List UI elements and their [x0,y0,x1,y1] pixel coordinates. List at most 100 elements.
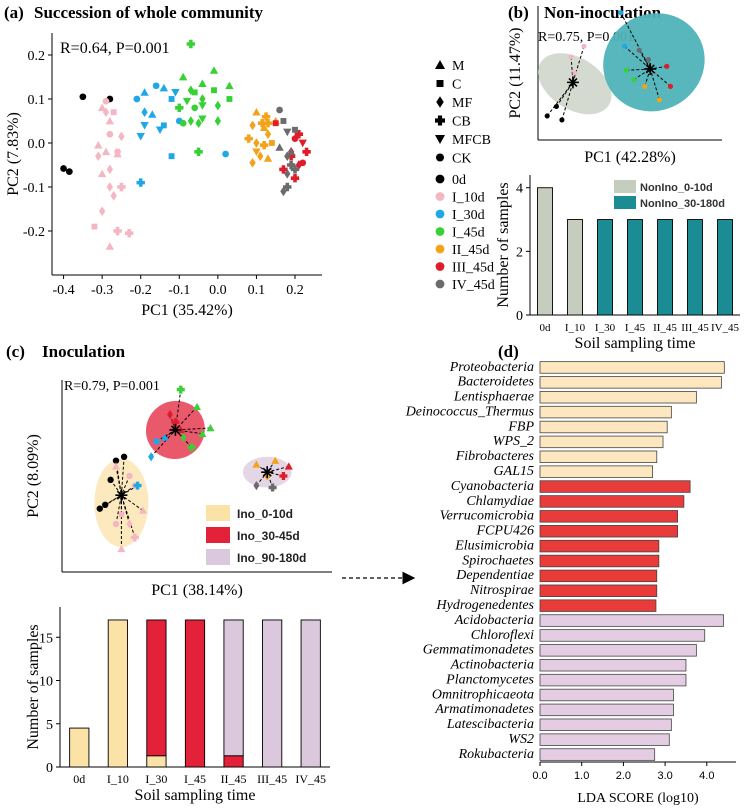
panel-c-point [198,429,207,437]
panel-c-point [130,533,139,542]
panel-d-bar [539,659,687,672]
panel-b-point [645,57,651,63]
panel-a-point [179,119,187,127]
panel-b-bar-y-tick-label: 0 [516,309,523,324]
panel-c-bar-bar [300,619,321,768]
panel-d-taxon-label: Nitrospirae [469,583,534,598]
panel-a-point [95,151,102,162]
panel-a-point [110,109,117,116]
color-legend-marker [435,262,445,271]
panel-c-point [120,453,128,460]
panel-d-taxon-label: Deinococcus_Thermus [405,404,535,419]
panel-a-x-tick-label: 0.1 [248,283,266,298]
panel-c-x-label: PC1 (38.14%) [151,582,243,599]
panel-a-point [168,153,175,160]
panel-a-point [105,116,115,125]
panel-d-bar [539,539,660,553]
panel-c-point [187,443,196,452]
panel-a-x-tick-label: -0.4 [52,283,74,298]
panel-a-point [286,147,296,156]
panel-a-point [140,122,149,130]
panel-b-point [656,97,662,103]
panel-a-point [290,165,300,174]
panel-d-bar [539,420,668,434]
panel-d-taxon-label: Acidobacteria [454,613,534,628]
panel-b-bar-bar [717,219,733,316]
panel-a-point [261,112,271,121]
panel-b-legend-label: NonIno_0-10d [640,182,713,194]
panel-a-legend: MCMFCBMFCBCK0dI_10dI_30dI_45dII_45dIII_4… [435,59,495,293]
panel-a-point [226,96,233,102]
panel-d-x-tick-label: 1.0 [574,770,589,782]
panel-d-bar [539,614,724,627]
panel-b-legend-label: NonIno_30-180d [640,198,725,210]
panel-d-taxon-label: Armatimonadetes [434,702,534,717]
panel-a-point [284,151,291,162]
panel-b-point [667,83,674,89]
panel-b-spoke [649,68,660,100]
panel-a-point [195,118,202,129]
panel-c-bar-x-label: Soil sampling time [135,787,256,804]
panel-d-taxon-label: Omnitrophicaeota [432,687,534,702]
panel-d-bar [539,569,658,583]
panel-b-spoke [561,82,574,121]
panel-a-point [60,165,67,172]
panel-b-point [581,43,587,49]
panel-d-x-label: LDA SCORE (log10) [577,791,699,806]
panel-c-point [284,462,293,470]
panel-b-bar-chart: 0 2 4 0d I_10 I_30 I_45 II_45 III_45 IV_45 Soil sa… [495,175,740,352]
panel-a-point [209,66,219,74]
panel-c-point [139,506,147,514]
shape-legend-label: CK [452,152,471,167]
shape-legend-marker [436,153,444,162]
panel-b-spoke [626,68,651,71]
panel-d-x-tick-label: 3.0 [657,770,672,782]
panel-a-axes: -0.4 -0.3 -0.2 -0.1 0.0 0.1 0.2 -0.2 -0.1 0.0 0.1 0… [5,33,322,319]
panel-a-point [299,159,307,167]
panel-c-point [253,481,260,491]
panel-b-bar-x-tick-label: II_45 [653,322,677,334]
shape-legend-label: M [452,59,465,74]
color-legend-marker [435,244,445,254]
panel-a-y-tick-label: 0.2 [28,49,46,64]
panel-c-spoke [99,494,122,510]
panel-c-point [279,472,288,480]
color-legend-marker [435,279,445,289]
panel-d-bar [539,391,697,404]
panel-c-bar-chart: 0 5 10 15 0d I_10 I_30 I_45 II_45 III_45 IV_45 Soil… [25,607,330,804]
panel-a-point [286,160,296,170]
panel-b-group-ellipse [603,13,705,112]
panel-d-taxon-label: Cyanobacteria [451,479,534,494]
panel-c-bar-y-tick-label: 15 [39,631,53,646]
panel-c-legend-label: Ino_0-10d [237,507,293,521]
panel-d-taxon-label: Bacteroidetes [458,375,535,390]
panel-d-bar [539,748,656,761]
color-legend-label: IV_45d [452,278,495,293]
panel-c-scatter: PC1 (38.14%) PC2 (8.09%) Ino_0-10d Ino_30-4… [25,380,332,599]
panel-d-bar [539,465,653,478]
panel-a-point [182,97,192,106]
shape-legend-label: CB [452,115,471,130]
panel-c-point [148,452,155,462]
panel-d-bar [539,510,679,523]
panel-a-point [65,168,73,175]
panel-a-x-tick-label: -0.1 [168,283,190,298]
panel-a-point [263,154,273,162]
panel-b-spoke [650,65,667,70]
panel-d-taxon-label: Chlamydiae [466,494,534,509]
panel-b-spoke [644,68,651,87]
panel-a-point [160,122,167,129]
panel-a-point [136,178,145,187]
panel-b-bar-bar [627,219,643,316]
panel-a-point [259,123,269,131]
panel-a-point [98,206,106,217]
panel-a-point [244,134,253,143]
panel-c-spoke [267,465,289,473]
panel-b-bar-bar [567,219,583,316]
panel-d-bar [539,688,674,702]
panel-a-point [258,119,267,128]
panel-a-point [284,168,291,179]
panel-a-point [105,242,115,250]
panel-a-point [275,143,284,151]
panel-a-point [263,119,273,128]
